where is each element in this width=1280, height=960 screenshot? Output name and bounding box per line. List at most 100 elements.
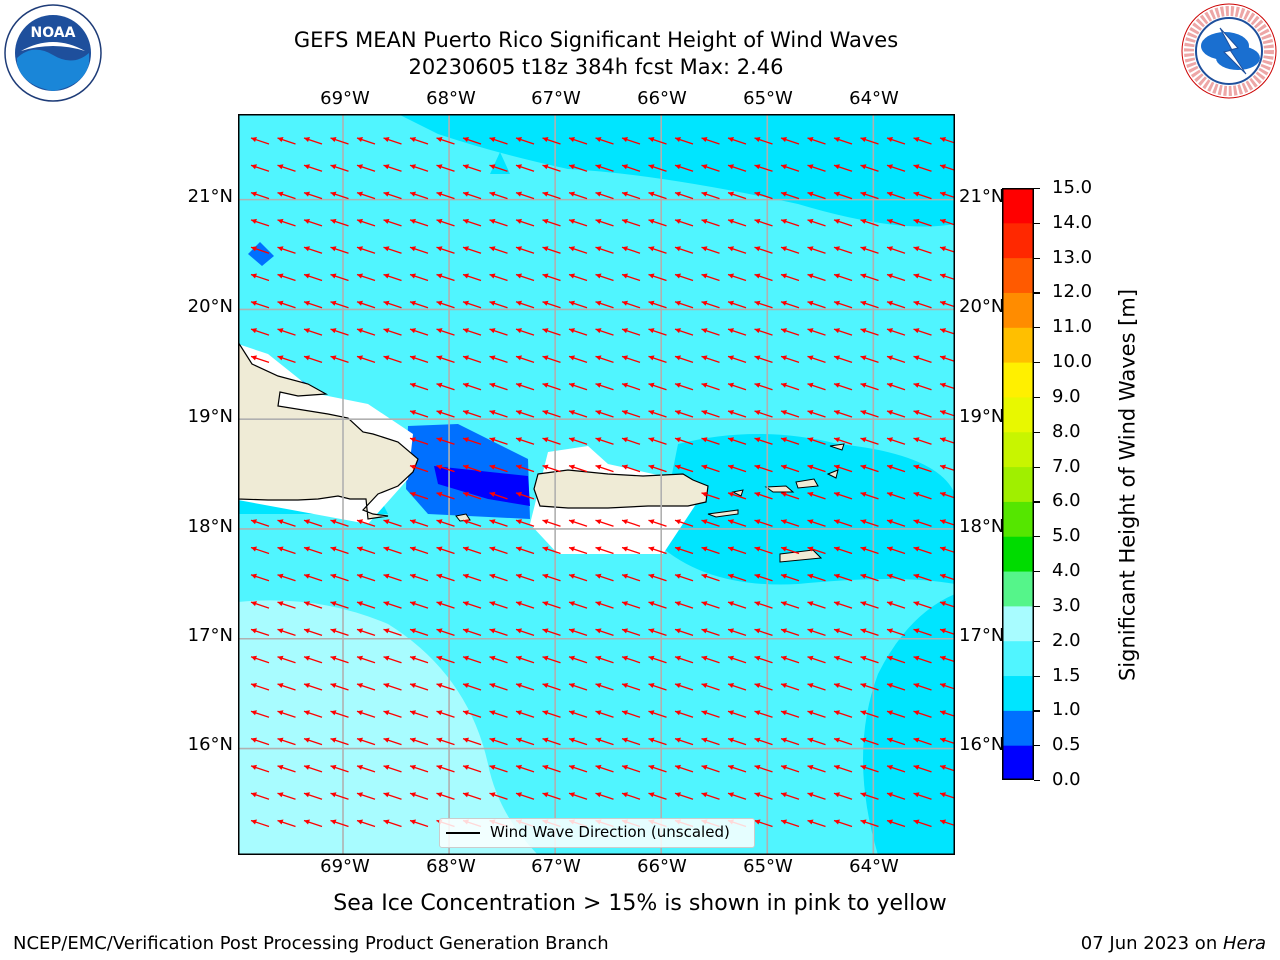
wave-direction-arrow [277,246,296,254]
wave-direction-arrow [515,601,535,609]
wave-direction-arrow [542,792,561,800]
wave-direction-arrow [780,218,800,227]
wave-direction-arrow [330,737,349,746]
wave-direction-arrow [807,355,826,364]
wave-direction-arrow [674,628,694,637]
wave-direction-arrow [462,328,482,336]
wave-direction-arrow [860,464,879,473]
wave-direction-arrow [648,273,667,282]
colorbar-tick-label: 1.5 [1052,664,1081,686]
lat-label-left: 19°N [187,406,233,427]
wave-field-1.0-1.5 [490,152,510,174]
wave-direction-arrow [833,328,853,336]
wave-direction-arrow [860,601,879,609]
wave-direction-arrow [515,628,535,637]
chart-title: GEFS MEAN Puerto Rico Significant Height… [293,28,899,52]
wave-direction-arrow [621,792,641,800]
wave-direction-arrow [568,737,588,746]
wave-direction-arrow [807,655,826,664]
wave-direction-arrow [780,246,800,254]
wave-direction-arrow [303,573,323,582]
wave-direction-arrow [913,137,932,145]
wave-direction-arrow [330,819,349,828]
wave-direction-arrow [727,546,747,555]
wave-direction-arrow [409,573,429,582]
wave-direction-arrow [303,737,323,746]
wave-field-2.0-3.0 [238,600,538,855]
wave-direction-arrow [754,328,773,336]
wave-direction-arrow [648,519,667,527]
lat-label-left: 21°N [187,186,233,207]
wave-direction-arrow [489,191,508,200]
wave-direction-arrow [621,218,641,227]
wave-direction-arrow [754,191,773,200]
wave-direction-arrow [356,737,376,746]
wave-direction-arrow [913,519,932,527]
wave-direction-arrow [568,355,588,364]
wave-direction-arrow [436,410,455,418]
colorbar-tick-label: 0.0 [1052,769,1081,790]
wave-direction-arrow [542,710,561,718]
wave-direction-arrow [277,683,296,691]
wave-direction-arrow [489,437,508,445]
wave-direction-arrow [648,382,667,391]
lat-label-right: 21°N [959,186,1005,207]
wave-direction-arrow [780,137,800,145]
wave-direction-arrow [807,819,826,828]
wave-direction-arrow [701,464,720,473]
wave-direction-arrow [886,491,906,500]
wave-direction-arrow [833,628,853,637]
wave-direction-arrow [330,137,349,145]
wave-direction-arrow [277,218,296,227]
wave-direction-arrow [330,764,349,773]
colorbar-tick-label: 6.0 [1052,490,1081,512]
wave-direction-arrow [542,573,561,582]
wave-direction-arrow [409,683,429,691]
wave-direction-arrow [674,737,694,746]
wave-direction-arrow [754,573,773,582]
nws-logo-icon [1180,2,1278,100]
wave-direction-arrow [303,191,323,200]
wave-direction-arrow [833,710,853,718]
wave-direction-arrow [886,573,906,582]
wave-direction-arrow [303,710,323,718]
wave-direction-arrow [542,300,561,309]
wave-direction-arrow [886,191,906,200]
wave-direction-arrow [595,164,614,172]
wave-direction-arrow [383,273,402,282]
footer-branch: NCEP/EMC/Verification Post Processing Pr… [13,933,609,954]
wave-direction-arrow [568,464,588,473]
wave-direction-arrow [833,546,853,555]
lon-label-top: 69°W [320,88,370,109]
wave-direction-arrow [356,764,376,773]
wave-direction-arrow [780,683,800,691]
wave-direction-arrow [568,519,588,527]
wave-direction-arrow [833,300,853,309]
wave-direction-arrow [754,300,773,309]
wave-direction-arrow [754,683,773,691]
wave-direction-arrow [436,218,455,227]
wave-direction-arrow [621,710,641,718]
lon-label-top: 66°W [637,88,687,109]
colorbar-swatch [1002,222,1034,259]
wave-direction-arrow [621,191,641,200]
wave-direction-arrow [515,382,535,391]
wave-direction-arrow [833,382,853,391]
wave-direction-arrow [807,273,826,282]
wave-direction-arrow [303,601,323,609]
lon-label-bottom: 65°W [743,856,793,877]
wave-direction-arrow [568,655,588,664]
colorbar-tick-mark [1034,222,1040,224]
wave-direction-arrow [330,328,349,336]
lat-label-left: 17°N [187,625,233,646]
wave-direction-arrow [621,382,641,391]
wave-direction-arrow [780,191,800,200]
wave-direction-arrow [913,328,932,336]
wave-direction-arrow [807,601,826,609]
wave-direction-arrow [542,246,561,254]
wave-direction-arrow [277,273,296,282]
wave-direction-arrow [780,819,800,828]
wave-direction-arrow [621,655,641,664]
wave-direction-arrow [674,546,694,555]
wave-direction-arrow [701,410,720,418]
